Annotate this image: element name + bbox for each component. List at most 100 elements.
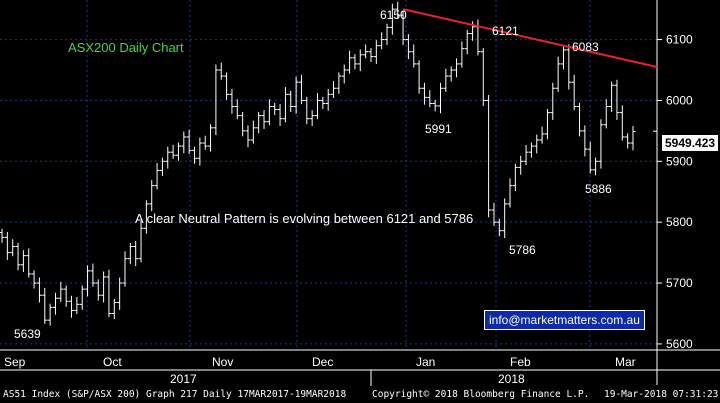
price-bar	[587, 141, 593, 174]
price-bar	[571, 74, 577, 111]
contact-email-label: info@marketmatters.com.au	[484, 310, 645, 330]
price-bar	[261, 110, 267, 130]
price-bar	[111, 298, 117, 319]
price-bar	[15, 242, 21, 271]
price-bar	[282, 87, 288, 123]
x-tick-label: Feb	[510, 355, 531, 369]
price-bar	[202, 135, 208, 150]
price-bar	[464, 29, 470, 55]
price-bar	[630, 126, 636, 151]
price-bar	[555, 56, 561, 92]
price-bar	[496, 218, 502, 237]
price-bar	[197, 137, 203, 166]
price-bar	[373, 40, 379, 64]
price-bar	[63, 285, 69, 307]
footer-security-info: AS51 Index (S&P/ASX 200) Graph 217 Daily…	[3, 389, 347, 400]
price-bar	[213, 64, 219, 136]
price-bar	[518, 155, 524, 175]
price-bar	[336, 72, 342, 94]
price-bar	[175, 142, 181, 161]
price-bar	[443, 68, 449, 92]
price-bar	[192, 146, 198, 164]
price-bar	[36, 277, 42, 303]
price-bar	[544, 108, 550, 140]
price-bar	[95, 279, 101, 301]
price-bar	[437, 82, 443, 114]
price-bar	[218, 62, 224, 80]
price-bar	[550, 82, 556, 120]
x-tick-label: Oct	[103, 355, 122, 369]
y-tick-label: 5900	[666, 154, 693, 168]
price-bar	[170, 144, 176, 159]
price-bar	[101, 271, 107, 303]
x-tick-label: Sep	[4, 355, 26, 369]
price-bar	[320, 96, 326, 109]
footer-timestamp: 19-Mar-2018 07:31:23	[604, 389, 719, 400]
price-bar	[331, 80, 337, 98]
price-bar	[486, 94, 492, 218]
price-bar	[234, 99, 240, 120]
price-bar	[154, 163, 160, 190]
price-bar	[454, 58, 460, 78]
price-bar	[598, 119, 604, 169]
price-bar	[603, 99, 609, 129]
price-bar	[42, 287, 48, 324]
y-tick-label: 5700	[666, 276, 693, 290]
y-tick-label: 5600	[666, 337, 693, 351]
price-bar	[400, 11, 406, 46]
price-bar	[448, 66, 454, 82]
price-bar	[389, 3, 395, 35]
price-bar	[256, 112, 262, 134]
price-bar	[277, 104, 283, 126]
year-label-2018: 2018	[498, 372, 525, 386]
price-bar	[609, 81, 615, 112]
price-bar	[272, 102, 278, 116]
price-bar	[117, 277, 123, 310]
price-bar	[245, 125, 251, 148]
price-bar	[427, 90, 433, 108]
footer-bar: AS51 Index (S&P/ASX 200) Graph 217 Daily…	[0, 386, 720, 403]
price-bar	[79, 285, 85, 310]
price-bar	[20, 250, 26, 273]
price-bar	[368, 48, 374, 63]
x-tick-label: Nov	[212, 355, 233, 369]
price-bar	[186, 129, 192, 154]
price-bar	[165, 146, 171, 169]
y-tick-label: 6100	[666, 33, 693, 47]
annotation-5786: 5786	[509, 243, 536, 257]
annotation-6083: 6083	[572, 40, 599, 54]
price-bar	[288, 90, 294, 112]
y-tick-label: 5800	[666, 215, 693, 229]
price-bar	[240, 112, 246, 137]
footer-copyright: Copyright© 2018 Bloomberg Finance L.P.	[372, 389, 590, 400]
price-bar	[74, 297, 80, 315]
price-bar	[69, 295, 75, 318]
price-bar	[421, 82, 427, 105]
price-bar	[325, 88, 331, 111]
price-bar	[26, 248, 32, 278]
price-bar	[52, 292, 58, 315]
last-price-label: 5949.423	[662, 135, 719, 151]
price-bar	[534, 134, 540, 154]
price-bar	[341, 64, 347, 84]
annotation-6121: 6121	[492, 24, 519, 38]
price-bar	[122, 251, 128, 287]
price-bar	[357, 49, 363, 72]
pattern-note: A clear Neutral Pattern is evolving betw…	[135, 211, 474, 226]
annotation-6150: 6150	[380, 8, 407, 22]
price-bar	[459, 41, 465, 68]
price-bar	[379, 32, 385, 50]
price-bar	[625, 133, 631, 149]
price-bar	[58, 281, 64, 302]
x-tick-label: Jan	[416, 355, 435, 369]
price-bar	[266, 99, 272, 126]
resistance-trendline	[402, 8, 658, 68]
price-bar	[528, 142, 534, 158]
price-bar	[512, 163, 518, 192]
price-bar	[133, 241, 139, 266]
price-bar	[149, 180, 155, 212]
price-bar	[181, 131, 187, 154]
price-bar	[304, 96, 310, 125]
price-bar	[309, 110, 315, 126]
